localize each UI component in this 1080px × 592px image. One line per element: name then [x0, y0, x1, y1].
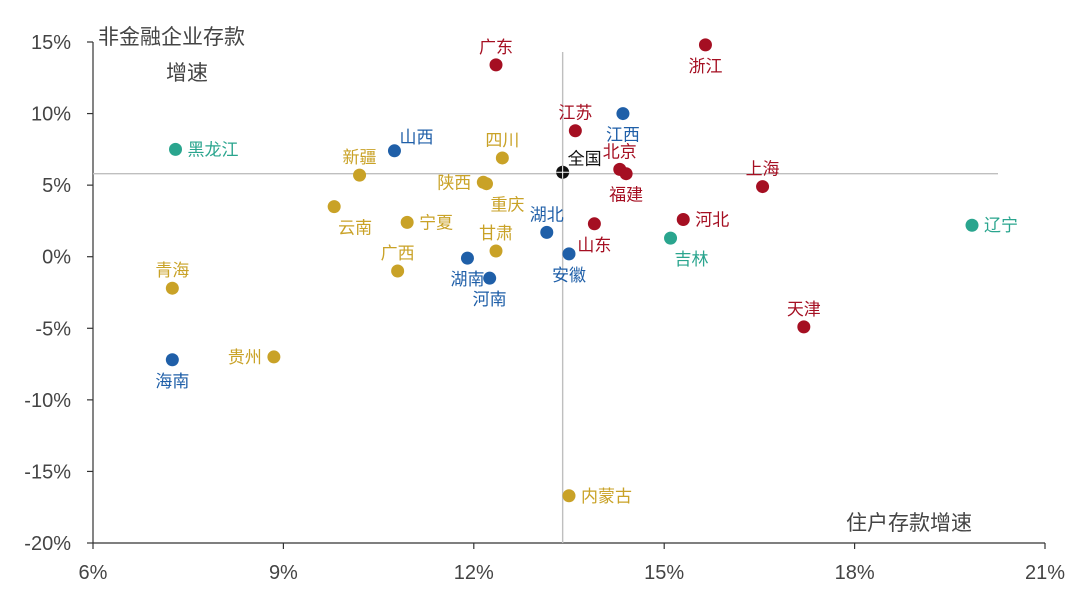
point-label-8: 山东 — [577, 236, 611, 256]
x-axis-title: 住户存款增速 — [846, 511, 972, 535]
point-label-6: 福建 — [609, 186, 643, 206]
point-label-13: 湖北 — [530, 205, 564, 225]
point-label-2: 广东 — [479, 38, 513, 58]
data-point-24 — [489, 244, 503, 258]
axes: 15% 10% 5% 0% -5% -10% -15% -20% 6% 9% 12% 15% 18% 21… — [24, 32, 1065, 584]
x-tick-label: 12% — [454, 562, 494, 584]
point-label-11: 江西 — [606, 126, 640, 146]
point-label-1: 全国 — [568, 149, 602, 169]
data-point-22 — [327, 200, 341, 214]
data-point-31 — [965, 218, 979, 232]
data-point-28 — [562, 489, 576, 503]
point-label-9: 河北 — [695, 210, 729, 230]
point-label-19: 新疆 — [343, 148, 377, 168]
data-point-3 — [698, 38, 712, 52]
data-point-16 — [562, 247, 576, 261]
axis-titles: 非金融企业存款 增速 住户存款增速 — [98, 25, 972, 535]
x-tick-label: 6% — [79, 562, 108, 584]
data-point-30 — [664, 231, 678, 245]
reference-lines — [93, 52, 998, 543]
point-label-12: 山西 — [399, 128, 433, 148]
data-point-18 — [495, 151, 509, 165]
y-tick-label: -10% — [24, 390, 71, 412]
data-point-26 — [165, 281, 179, 295]
point-label-18: 四川 — [485, 131, 519, 151]
point-label-4: 江苏 — [558, 104, 592, 124]
data-point-9 — [676, 212, 690, 226]
x-tick-label: 9% — [269, 562, 298, 584]
data-point-25 — [391, 264, 405, 278]
point-label-14: 湖南 — [450, 270, 484, 290]
y-tick-label: -15% — [24, 461, 71, 483]
point-label-23: 宁夏 — [419, 213, 453, 233]
y-tick-label: 15% — [31, 32, 71, 54]
point-label-21: 重庆 — [490, 196, 524, 216]
point-label-20: 陕西 — [437, 173, 471, 193]
data-point-6 — [619, 167, 633, 181]
point-label-5: 北京 — [603, 142, 637, 162]
point-label-10: 天津 — [787, 300, 821, 320]
point-label-24: 甘肃 — [479, 224, 513, 244]
point-label-15: 河南 — [473, 290, 507, 310]
data-points — [165, 38, 979, 503]
x-tick-label: 21% — [1025, 562, 1065, 584]
point-label-28: 内蒙古 — [581, 487, 632, 507]
point-label-7: 上海 — [746, 160, 780, 180]
point-label-22: 云南 — [338, 219, 372, 239]
data-point-27 — [267, 350, 281, 364]
y-tick-label: 10% — [31, 104, 71, 126]
data-point-11 — [616, 107, 630, 121]
data-point-12 — [387, 144, 401, 158]
y-tick-label: 0% — [42, 247, 71, 269]
data-point-23 — [400, 215, 414, 229]
data-point-17 — [165, 353, 179, 367]
data-point-13 — [540, 225, 554, 239]
point-label-27: 贵州 — [228, 348, 262, 368]
data-point-2 — [489, 58, 503, 72]
y-axis-title-line-1: 非金融企业存款 — [98, 25, 245, 49]
data-point-4 — [568, 124, 582, 138]
data-point-21 — [479, 177, 493, 191]
data-point-15 — [483, 271, 497, 285]
point-label-3: 浙江 — [688, 57, 722, 77]
point-label-17: 海南 — [155, 372, 189, 392]
data-point-19 — [353, 168, 367, 182]
y-tick-label: -5% — [35, 318, 71, 340]
point-label-31: 辽宁 — [984, 216, 1018, 236]
y-axis-title-line-2: 增速 — [166, 61, 208, 85]
data-point-29 — [169, 142, 183, 156]
point-label-25: 广西 — [381, 244, 415, 264]
data-point-7 — [756, 180, 770, 194]
y-tick-label: 5% — [42, 175, 71, 197]
data-point-10 — [797, 320, 811, 334]
point-label-29: 黑龙江 — [188, 140, 239, 160]
x-tick-label: 18% — [835, 562, 875, 584]
point-label-26: 青海 — [155, 261, 189, 281]
x-tick-label: 15% — [644, 562, 684, 584]
data-point-14 — [460, 251, 474, 265]
data-point-8 — [587, 217, 601, 231]
point-label-16: 安徽 — [552, 266, 586, 286]
point-label-30: 吉林 — [675, 250, 709, 270]
y-tick-label: -20% — [24, 533, 71, 555]
